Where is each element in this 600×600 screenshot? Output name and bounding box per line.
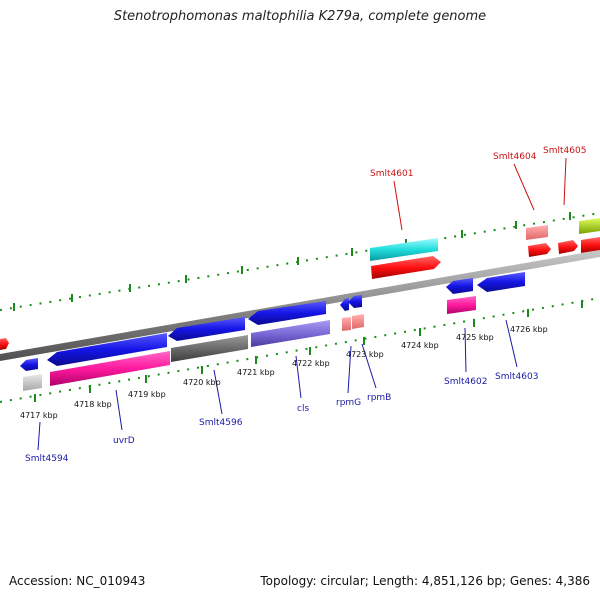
gene-feature-rpmb[interactable] (348, 295, 362, 308)
gene-label-rpmb[interactable]: rpmB (367, 393, 391, 403)
gene-feature[interactable] (171, 335, 248, 362)
gene-feature[interactable] (0, 338, 9, 350)
gene-label-smlt4596[interactable]: Smlt4596 (199, 418, 243, 428)
tick-labels: 4717 kbp 4718 kbp 4719 kbp 4720 kbp 4721… (20, 325, 548, 420)
gene-feature[interactable] (371, 256, 441, 279)
tick-label: 4721 kbp (237, 368, 275, 377)
gene-label-uvrd[interactable]: uvrD (113, 436, 135, 446)
gene-feature-smlt4605[interactable] (558, 240, 578, 254)
tick-label: 4726 kbp (510, 325, 548, 334)
gene-feature[interactable] (50, 351, 170, 386)
gene-label-rpmg[interactable]: rpmG (336, 398, 361, 408)
forward-features (0, 218, 600, 350)
tick-label: 4722 kbp (292, 359, 330, 368)
reverse-tick-track (0, 297, 600, 403)
gene-label-smlt4594[interactable]: Smlt4594 (25, 454, 69, 464)
gene-feature-smlt4604[interactable] (526, 225, 548, 240)
gene-feature[interactable] (581, 237, 600, 253)
callout-lines (37, 157, 567, 451)
gene-label-smlt4601[interactable]: Smlt4601 (370, 169, 413, 179)
gene-feature-cls[interactable] (248, 301, 326, 325)
gene-feature[interactable] (447, 296, 476, 314)
major-ticks (13, 212, 583, 402)
accession-label: Accession: NC_010943 (9, 574, 146, 588)
tick-label: 4725 kbp (456, 333, 494, 342)
gene-feature[interactable] (528, 243, 551, 257)
gene-feature[interactable] (342, 317, 351, 331)
gene-feature-rpmg[interactable] (340, 298, 349, 311)
tick-label: 4719 kbp (128, 390, 166, 399)
gene-feature-smlt4601[interactable] (370, 238, 438, 261)
gene-feature-smlt4594[interactable] (20, 358, 38, 371)
gene-feature[interactable] (23, 374, 42, 391)
gene-feature-smlt4602[interactable] (446, 278, 473, 294)
gene-label-smlt4605[interactable]: Smlt4605 (543, 146, 586, 156)
topology-label: Topology: circular; Length: 4,851,126 bp… (260, 574, 590, 588)
gene-label-smlt4604[interactable]: Smlt4604 (493, 152, 537, 162)
tick-label: 4723 kbp (346, 350, 384, 359)
gene-feature-smlt4603[interactable] (477, 272, 525, 292)
gene-feature-uvrd[interactable] (47, 333, 167, 366)
gene-feature[interactable] (251, 320, 330, 347)
forward-tick-track (0, 212, 600, 311)
gene-feature[interactable] (579, 218, 600, 234)
gene-labels: Smlt4594 uvrD Smlt4596 cls rpmG rpmB Sml… (25, 146, 586, 464)
reverse-features (20, 272, 525, 391)
tick-label: 4718 kbp (74, 400, 112, 409)
map-title: Stenotrophomonas maltophilia K279a, comp… (113, 9, 487, 24)
gene-feature-smlt4596[interactable] (168, 317, 245, 341)
gene-feature[interactable] (352, 314, 364, 329)
gene-label-smlt4602[interactable]: Smlt4602 (444, 377, 487, 387)
gene-label-cls[interactable]: cls (297, 404, 309, 414)
gene-label-smlt4603[interactable]: Smlt4603 (495, 372, 538, 382)
tick-label: 4724 kbp (401, 341, 439, 350)
tick-label: 4720 kbp (183, 378, 221, 387)
tick-label: 4717 kbp (20, 411, 58, 420)
